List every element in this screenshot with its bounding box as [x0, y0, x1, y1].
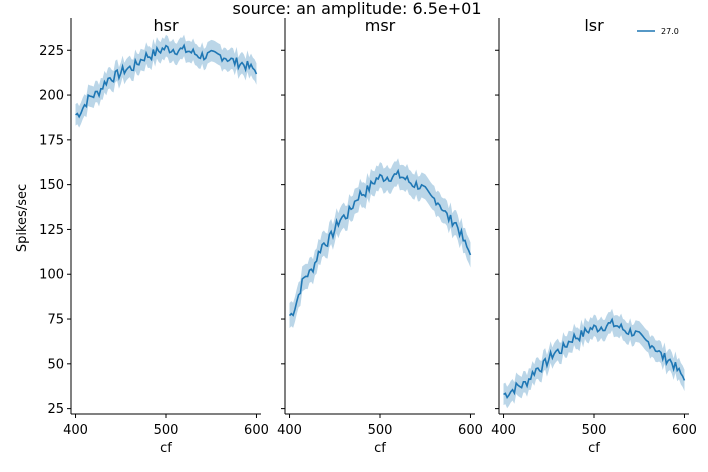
y-tick-label: 175 [39, 133, 64, 148]
panel-title: lsr [584, 16, 604, 35]
x-tick-label: 500 [368, 423, 393, 438]
panel-hsr: 25 50 75 100 125 150 175 200 225 400 500 600 cf hsr [39, 16, 269, 456]
x-tick-label: 400 [491, 423, 516, 438]
series-line [288, 168, 472, 317]
y-tick-label: 50 [47, 357, 64, 372]
series-line [503, 317, 686, 400]
panel-title: msr [365, 16, 396, 35]
confidence-band [289, 158, 471, 329]
y-tick-label: 100 [39, 268, 64, 283]
x-axis-label: cf [160, 441, 172, 456]
x-tick-label: 500 [582, 423, 607, 438]
chart-panels: 25 50 75 100 125 150 175 200 225 400 500 600 cf hsr 40… [39, 16, 697, 456]
y-tick-label: 125 [39, 223, 64, 238]
x-tick-label: 400 [277, 423, 302, 438]
y-tick-label: 75 [47, 313, 64, 328]
x-axis-label: cf [374, 441, 386, 456]
y-tick-label: 25 [47, 402, 64, 417]
x-tick-label: 600 [244, 423, 269, 438]
x-tick-label: 500 [154, 423, 179, 438]
panel-title: hsr [153, 16, 178, 35]
figure-title: source: an amplitude: 6.5e+01 [232, 0, 481, 18]
confidence-band [75, 34, 257, 128]
x-tick-label: 600 [672, 423, 697, 438]
y-tick-label: 225 [39, 44, 64, 59]
x-tick-label: 400 [63, 423, 88, 438]
legend-label: 27.0 [661, 27, 679, 36]
x-axis-label: cf [588, 441, 600, 456]
legend: 27.0 [637, 27, 679, 36]
y-tick-label: 200 [39, 89, 64, 104]
y-axis-label: Spikes/sec [15, 184, 30, 252]
series-line [75, 43, 258, 119]
confidence-band [503, 308, 685, 409]
x-tick-label: 600 [458, 423, 483, 438]
panel-lsr: 400 500 600 cf lsr 27.0 [491, 16, 697, 456]
panel-msr: 400 500 600 cf msr [277, 16, 483, 456]
y-tick-label: 150 [39, 178, 64, 193]
